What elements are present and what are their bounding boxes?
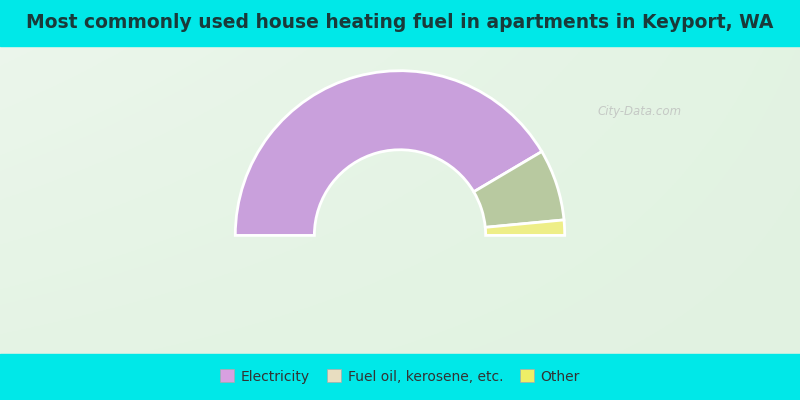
Legend: Electricity, Fuel oil, kerosene, etc., Other: Electricity, Fuel oil, kerosene, etc., O… bbox=[214, 364, 586, 390]
Wedge shape bbox=[474, 152, 564, 227]
Wedge shape bbox=[486, 220, 565, 236]
Text: City-Data.com: City-Data.com bbox=[598, 106, 682, 118]
Bar bbox=[0, 354, 800, 400]
Text: Most commonly used house heating fuel in apartments in Keyport, WA: Most commonly used house heating fuel in… bbox=[26, 14, 774, 32]
Wedge shape bbox=[235, 71, 542, 236]
Bar bbox=[0, 0, 800, 46]
